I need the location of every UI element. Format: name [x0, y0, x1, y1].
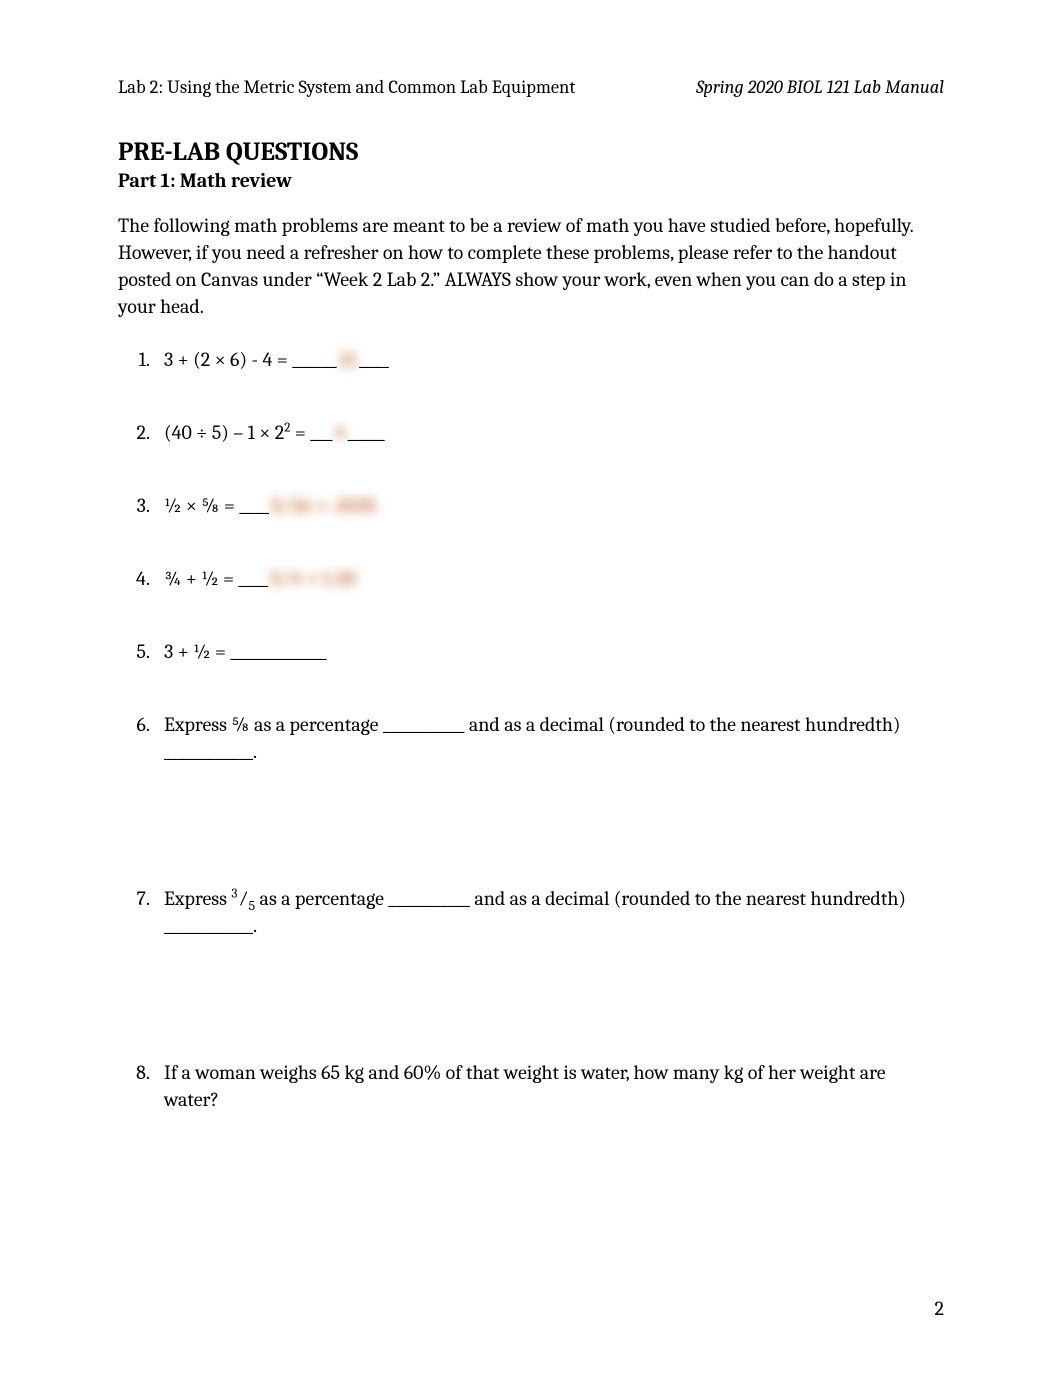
- question-number: 5.: [118, 638, 164, 665]
- blurred-answer: 11: [337, 346, 359, 373]
- question-list: 1. 3 + (2 × 6) - 4 = ______11____ 2. (40…: [118, 346, 944, 1113]
- question-4: 4. ¾ + ½ = ____5/4 = 1.25: [118, 565, 944, 592]
- question-text-tail: ____: [359, 348, 389, 371]
- question-number: 7.: [118, 885, 164, 939]
- question-number: 3.: [118, 492, 164, 519]
- question-number: 6.: [118, 711, 164, 765]
- question-text-tail: _____: [348, 421, 385, 444]
- question-body: ½ × ⅝ = ____5/16 = .3125: [164, 492, 944, 519]
- question-number: 1.: [118, 346, 164, 373]
- question-number: 2.: [118, 419, 164, 446]
- question-text: ¾ + ½ = ____: [164, 567, 268, 590]
- question-6: 6. Express ⅝ as a percentage ___________…: [118, 711, 944, 765]
- question-body: Express 3⁄5 as a percentage ___________ …: [164, 885, 944, 939]
- question-text-mid: = ___: [290, 421, 332, 444]
- question-text: (40 ÷ 5) – 1 × 2: [164, 421, 284, 444]
- header-right: Spring 2020 BIOL 121 Lab Manual: [696, 76, 944, 98]
- page: Lab 2: Using the Metric System and Commo…: [0, 0, 1062, 1376]
- question-text-pre: Express: [164, 887, 231, 910]
- question-3: 3. ½ × ⅝ = ____5/16 = .3125: [118, 492, 944, 519]
- question-body: Express ⅝ as a percentage ___________ an…: [164, 711, 944, 765]
- running-header: Lab 2: Using the Metric System and Commo…: [118, 76, 944, 98]
- question-text: 3 + (2 × 6) - 4 = ______: [164, 348, 337, 371]
- fraction-numerator: 3: [231, 886, 237, 901]
- question-body: 3 + ½ = _____________: [164, 638, 944, 665]
- question-text: ½ × ⅝ = ____: [164, 494, 269, 517]
- blurred-answer: 5/4 = 1.25: [268, 565, 359, 592]
- question-body: ¾ + ½ = ____5/4 = 1.25: [164, 565, 944, 592]
- intro-paragraph: The following math problems are meant to…: [118, 212, 944, 320]
- fraction: 3⁄5: [231, 887, 255, 910]
- question-7: 7. Express 3⁄5 as a percentage _________…: [118, 885, 944, 939]
- question-8: 8. If a woman weighs 65 kg and 60% of th…: [118, 1059, 944, 1113]
- question-number: 4.: [118, 565, 164, 592]
- blurred-answer: 5/16 = .3125: [269, 492, 379, 519]
- question-number: 8.: [118, 1059, 164, 1113]
- question-text-post: as a percentage ___________ and as a dec…: [164, 887, 906, 937]
- question-5: 5. 3 + ½ = _____________: [118, 638, 944, 665]
- section-title: PRE-LAB QUESTIONS: [118, 136, 944, 169]
- page-number: 2: [935, 1297, 944, 1320]
- blurred-answer: 4: [332, 419, 347, 446]
- question-body: (40 ÷ 5) – 1 × 22 = ___4_____: [164, 419, 944, 446]
- question-2: 2. (40 ÷ 5) – 1 × 22 = ___4_____: [118, 419, 944, 446]
- question-body: If a woman weighs 65 kg and 60% of that …: [164, 1059, 944, 1113]
- question-body: 3 + (2 × 6) - 4 = ______11____: [164, 346, 944, 373]
- section-subtitle: Part 1: Math review: [118, 169, 944, 192]
- question-1: 1. 3 + (2 × 6) - 4 = ______11____: [118, 346, 944, 373]
- header-left: Lab 2: Using the Metric System and Commo…: [118, 76, 575, 98]
